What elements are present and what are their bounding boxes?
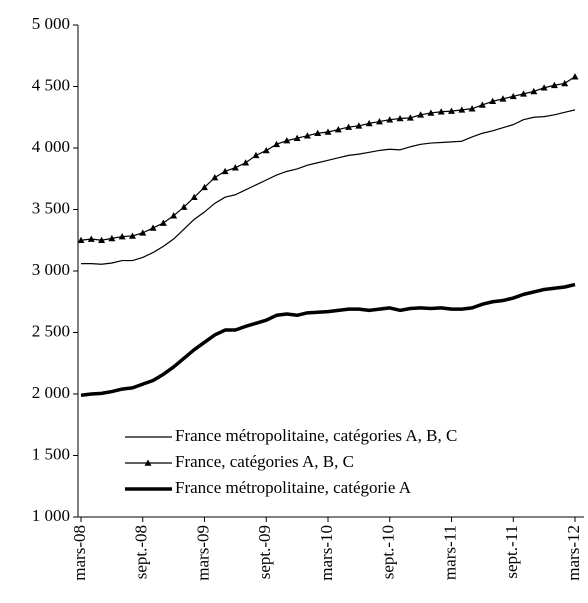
marker	[128, 232, 136, 239]
y-tick-label: 1 000	[32, 506, 70, 525]
marker	[509, 92, 517, 100]
marker	[303, 132, 311, 139]
marker	[98, 236, 106, 244]
marker	[355, 122, 363, 129]
marker	[149, 224, 157, 231]
marker	[345, 123, 353, 130]
marker	[427, 109, 435, 116]
x-tick-label: mars-09	[193, 525, 212, 581]
x-tick-label: mars-12	[564, 525, 583, 581]
marker	[314, 129, 322, 137]
marker	[550, 81, 558, 89]
x-tick-label: sept.-09	[255, 525, 274, 579]
y-tick-label: 5 000	[32, 14, 70, 33]
marker	[201, 183, 208, 191]
marker	[231, 164, 239, 171]
y-tick-label: 3 500	[32, 198, 70, 217]
marker	[530, 87, 538, 95]
y-tick-label: 2 500	[32, 321, 70, 340]
y-tick-label: 4 500	[32, 75, 70, 94]
legend-marker	[144, 459, 152, 466]
marker	[540, 84, 548, 91]
marker	[242, 159, 250, 166]
marker	[478, 101, 486, 108]
marker	[417, 111, 425, 118]
marker	[252, 151, 260, 159]
marker	[159, 219, 167, 226]
marker	[170, 212, 178, 219]
series-line	[80, 282, 576, 397]
x-tick-label: sept.-11	[502, 525, 521, 579]
y-tick-label: 2 000	[32, 383, 70, 402]
marker	[561, 79, 569, 87]
marker	[386, 116, 394, 123]
y-tick-label: 3 000	[32, 260, 70, 279]
marker	[468, 105, 476, 112]
marker	[375, 118, 383, 125]
marker	[365, 119, 373, 127]
x-tick-label: sept.-08	[132, 525, 151, 579]
marker	[571, 73, 579, 80]
series-line	[81, 109, 576, 265]
y-tick-label: 4 000	[32, 137, 70, 156]
marker	[499, 95, 507, 102]
x-tick-label: sept.-10	[379, 525, 398, 579]
marker	[293, 134, 301, 141]
x-tick-label: mars-08	[70, 525, 89, 581]
marker	[262, 146, 270, 154]
marker	[520, 90, 528, 97]
marker	[139, 229, 147, 236]
y-tick-label: 1 500	[32, 444, 70, 463]
x-tick-label: mars-10	[317, 525, 336, 581]
marker	[273, 140, 281, 148]
marker	[396, 114, 404, 122]
x-tick-label: mars-11	[440, 525, 459, 580]
marker	[458, 106, 466, 113]
marker	[108, 234, 116, 242]
marker	[334, 126, 342, 133]
marker	[211, 174, 219, 181]
marker	[77, 236, 85, 244]
marker	[87, 235, 95, 242]
marker	[221, 167, 229, 175]
legend-label: France, catégories A, B, C	[175, 452, 354, 471]
legend-label: France métropolitaine, catégorie A	[175, 478, 412, 497]
marker	[283, 137, 291, 144]
marker	[437, 108, 445, 115]
marker	[180, 203, 188, 210]
marker	[448, 107, 455, 114]
marker	[190, 193, 198, 200]
marker	[489, 97, 497, 105]
legend-label: France métropolitaine, catégories A, B, …	[175, 426, 457, 445]
marker	[406, 114, 414, 121]
marker	[324, 128, 332, 135]
marker	[118, 233, 126, 240]
